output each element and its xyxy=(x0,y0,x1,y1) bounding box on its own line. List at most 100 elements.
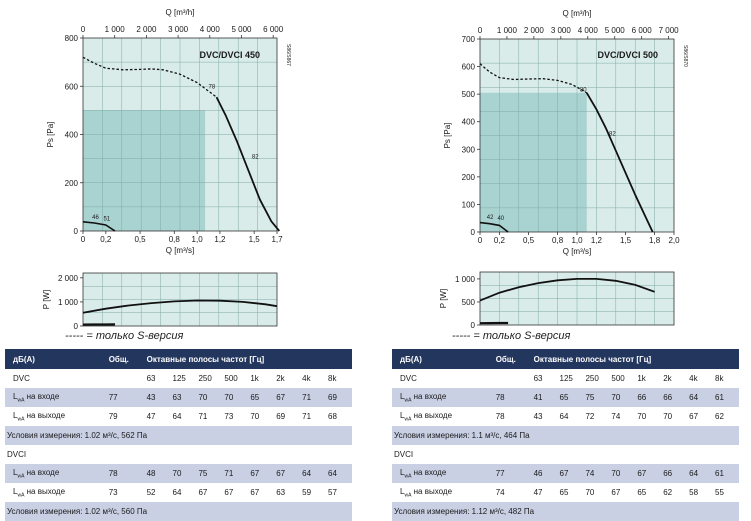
top-tick-label: 6 000 xyxy=(632,26,653,35)
left-tick-label: 300 xyxy=(462,145,476,154)
value-cell: 69 xyxy=(274,407,301,426)
label-subscript: wA xyxy=(17,473,25,480)
top-axis-label: Q [m³/h] xyxy=(563,9,592,18)
value-cell: 70 xyxy=(609,388,636,407)
bottom-tick-label: 0,5 xyxy=(523,236,535,245)
freq-cell: 2k xyxy=(661,369,688,388)
top-tick-label: 0 xyxy=(478,26,483,35)
bottom-tick-label: 1,0 xyxy=(192,235,204,244)
left-tick-label: 0 xyxy=(74,227,79,236)
value-cell: 66 xyxy=(661,388,688,407)
freq-cell: 63 xyxy=(144,369,171,388)
header-bands: Октавные полосы частот [Гц] xyxy=(144,349,352,369)
value-cell: 59 xyxy=(300,483,327,502)
value-cell: 70 xyxy=(635,407,662,426)
top-tick-label: 2 000 xyxy=(136,25,157,34)
value-cell: 67 xyxy=(274,464,301,483)
left-tick-label: 600 xyxy=(462,63,476,72)
row-label: LwA на выходе xyxy=(392,407,494,426)
value-cell: 70 xyxy=(248,407,275,426)
value-cell: 67 xyxy=(687,407,714,426)
bottom-tick-label: 1,5 xyxy=(249,235,261,244)
value-cell: 67 xyxy=(557,464,584,483)
total-cell: 78 xyxy=(493,407,532,426)
bottom-tick-label: 1,5 xyxy=(620,236,632,245)
power-axis-label: P [W] xyxy=(439,289,448,308)
top-tick-label: 1 000 xyxy=(105,25,126,34)
dvci-outlet-row: LwA на выходе 74 47 65 70 67 65 62 58 55 xyxy=(392,483,739,502)
value-cell: 46 xyxy=(531,464,558,483)
value-cell: 66 xyxy=(661,464,688,483)
conditions-row: Условия измерения: 1.02 м³/с, 562 Па xyxy=(5,426,352,445)
bottom-tick-label: 0,8 xyxy=(552,236,564,245)
freq-cell: 63 xyxy=(531,369,558,388)
top-tick-label: 1 000 xyxy=(497,26,518,35)
value-cell: 67 xyxy=(222,483,249,502)
freq-cell: 4k xyxy=(687,369,714,388)
dvci-inlet-row: LwA на входе 78 48 70 75 71 67 67 64 64 xyxy=(5,464,352,483)
pressure-curve xyxy=(479,221,509,233)
left-fan-panel: 0 1 000 2 000 3 000 4 000 5 000 6 000 Q [m³/h] 0… xyxy=(5,0,360,521)
label-subscript: wA xyxy=(404,473,412,480)
top-tick-label: 4 000 xyxy=(200,25,221,34)
label-subscript: wA xyxy=(404,397,412,404)
left-tick-label: 700 xyxy=(462,35,476,44)
value-cell: 47 xyxy=(144,407,171,426)
freq-cell: 1k xyxy=(248,369,275,388)
curve-label: 40 xyxy=(497,216,504,222)
total-cell: 77 xyxy=(106,388,145,407)
dvc-inlet-row: LwA на входе 78 41 65 75 70 66 66 64 61 xyxy=(392,388,739,407)
pressure-curve-s-version xyxy=(82,56,217,98)
pressure-curve xyxy=(585,92,654,233)
conditions-text: Условия измерения: 1.02 м³/с, 562 Па xyxy=(5,426,352,445)
table-header: дБ(А) Общ. Октавные полосы частот [Гц] xyxy=(5,349,352,369)
pressure-curve xyxy=(215,96,280,232)
total-cell: 73 xyxy=(106,483,145,502)
bottom-tick-label: 0,5 xyxy=(134,235,146,244)
freq-cell: 250 xyxy=(196,369,223,388)
section-row: DVCI xyxy=(392,445,739,464)
label-subscript: wA xyxy=(17,416,25,423)
conditions-row: Условия измерения: 1.02 м³/с, 560 Па xyxy=(5,502,352,521)
freq-row: DVC 63 125 250 500 1k 2k 4k 8k xyxy=(392,369,739,388)
value-cell: 71 xyxy=(222,464,249,483)
curve-label: 42 xyxy=(487,215,494,221)
empty-cell xyxy=(106,369,145,388)
freq-cell: 500 xyxy=(222,369,249,388)
dvc-outlet-row: LwA на выходе 78 43 64 72 74 70 70 67 62 xyxy=(392,407,739,426)
power-tick-label: 1 000 xyxy=(58,298,79,307)
value-cell: 61 xyxy=(713,388,739,407)
ps-axis-label: Ps [Pa] xyxy=(443,123,452,149)
freq-cell: 8k xyxy=(326,369,352,388)
value-cell: 74 xyxy=(583,464,610,483)
chart-title: DVC/DVCI 500 xyxy=(597,50,658,60)
chart-title: DVC/DVCI 450 xyxy=(199,50,260,60)
total-cell: 77 xyxy=(493,464,532,483)
bottom-tick-label: 1,8 xyxy=(649,236,661,245)
value-cell: 41 xyxy=(531,388,558,407)
label-subscript: wA xyxy=(404,492,412,499)
top-tick-label: 5 000 xyxy=(605,26,626,35)
value-cell: 47 xyxy=(531,483,558,502)
value-cell: 71 xyxy=(300,407,327,426)
operating-area xyxy=(83,110,206,231)
sound-table-500: дБ(А) Общ. Октавные полосы частот [Гц] DVC 6… xyxy=(392,349,739,521)
side-code: S86/S870 xyxy=(682,45,688,67)
left-tick-label: 200 xyxy=(65,179,79,188)
conditions-text: Условия измерения: 1.02 м³/с, 560 Па xyxy=(5,502,352,521)
curve-label: 46 xyxy=(92,215,99,221)
bottom-tick-label: 1,7 xyxy=(271,235,283,244)
value-cell: 67 xyxy=(196,483,223,502)
conditions-text: Условия измерения: 1.1 м³/с, 464 Па xyxy=(392,426,739,445)
pressure-curve-s-version xyxy=(479,63,588,94)
curve-label: 51 xyxy=(104,216,111,222)
curve-label: 78 xyxy=(209,85,216,91)
sound-table-450: дБ(А) Общ. Октавные полосы частот [Гц] DVC 6… xyxy=(5,349,352,521)
value-cell: 64 xyxy=(557,407,584,426)
left-tick-label: 100 xyxy=(462,200,476,209)
value-cell: 70 xyxy=(196,388,223,407)
value-cell: 64 xyxy=(170,483,197,502)
power-tick-label: 0 xyxy=(471,321,476,330)
value-cell: 48 xyxy=(144,464,171,483)
row-label: LwA на выходе xyxy=(5,483,107,502)
